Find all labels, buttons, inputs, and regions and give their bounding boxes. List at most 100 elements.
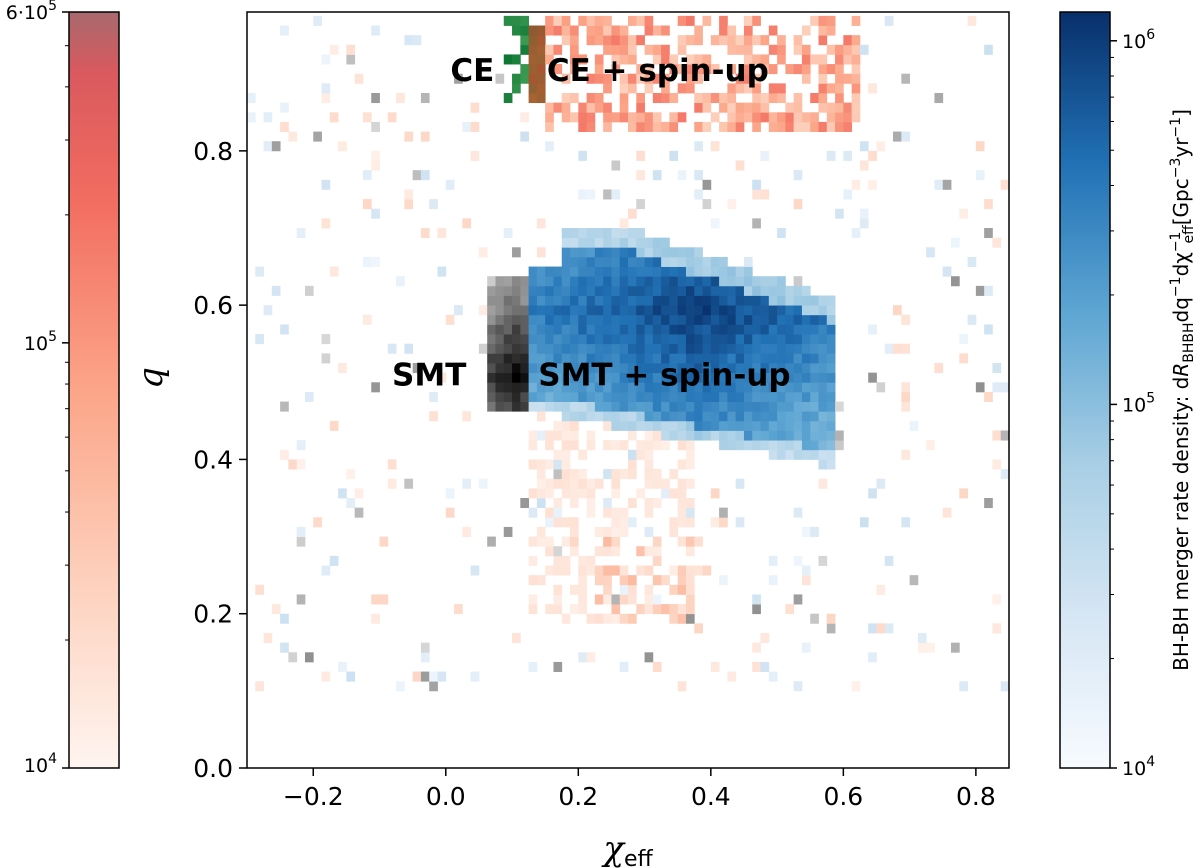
heatmap-cell	[752, 372, 761, 383]
heatmap-cell	[619, 93, 629, 104]
heatmap-cell	[545, 266, 554, 277]
heatmap-cell	[354, 73, 364, 84]
heatmap-cell	[636, 546, 645, 557]
heatmap-cell	[578, 54, 587, 65]
heatmap-cell	[611, 314, 621, 325]
heatmap-cell	[793, 314, 803, 325]
heatmap-cell	[636, 363, 645, 374]
heatmap-cell	[810, 324, 819, 335]
heatmap-cell	[636, 411, 645, 422]
heatmap-cell	[561, 285, 571, 296]
heatmap-cell	[793, 44, 803, 55]
heatmap-cell	[735, 121, 745, 132]
heatmap-cell	[810, 121, 819, 132]
heatmap-cell	[694, 420, 703, 431]
heatmap-cell	[628, 343, 637, 354]
heatmap-cell	[628, 208, 637, 219]
heatmap-cell	[371, 25, 380, 36]
heatmap-cell	[561, 613, 571, 624]
heatmap-cell	[743, 276, 753, 287]
heatmap-cell	[652, 391, 662, 402]
heatmap-cell	[536, 218, 546, 229]
heatmap-cell	[536, 353, 546, 364]
heatmap-cell	[321, 671, 331, 682]
heatmap-cell	[503, 276, 513, 287]
heatmap-cell	[636, 565, 645, 576]
heatmap-cell	[619, 83, 629, 94]
heatmap-cell	[570, 247, 579, 258]
heatmap-cell	[760, 64, 770, 75]
heatmap-cell	[735, 353, 745, 364]
heatmap-cell	[702, 266, 712, 277]
heatmap-cell	[570, 334, 579, 345]
heatmap-cell	[777, 314, 786, 325]
heatmap-cell	[868, 324, 877, 335]
heatmap-cell	[768, 372, 778, 383]
heatmap-cell	[628, 575, 637, 586]
heatmap-cell	[710, 661, 720, 672]
heatmap-cell	[884, 343, 894, 354]
heatmap-cell	[685, 324, 695, 335]
heatmap-cell	[752, 35, 761, 46]
heatmap-cell	[669, 488, 679, 499]
heatmap-cell	[321, 334, 331, 345]
heatmap-cell	[826, 15, 836, 26]
heatmap-cell	[768, 363, 778, 374]
heatmap-cell	[777, 44, 786, 55]
heatmap-cell	[777, 121, 786, 132]
heatmap-cell	[644, 382, 654, 393]
heatmap-cell	[727, 334, 737, 345]
heatmap-cell	[926, 247, 935, 258]
heatmap-cell	[719, 285, 728, 296]
heatmap-cell	[727, 199, 737, 210]
heatmap-cell	[934, 363, 944, 374]
heatmap-cell	[710, 517, 720, 528]
heatmap-cell	[702, 179, 712, 190]
heatmap-cell	[785, 363, 795, 374]
heatmap-cell	[661, 83, 670, 94]
heatmap-cell	[412, 363, 422, 374]
heatmap-cell	[727, 285, 737, 296]
heatmap-cell	[296, 594, 306, 605]
heatmap-cell	[619, 391, 629, 402]
heatmap-cell	[628, 285, 637, 296]
heatmap-cell	[586, 25, 596, 36]
heatmap-cell	[793, 121, 803, 132]
heatmap-cell	[743, 25, 753, 36]
heatmap-cell	[760, 391, 770, 402]
heatmap-cell	[661, 54, 670, 65]
heatmap-cell	[628, 228, 637, 239]
heatmap-cell	[826, 64, 836, 75]
heatmap-cell	[578, 150, 587, 161]
heatmap-cell	[652, 73, 662, 84]
heatmap-cell	[644, 237, 654, 248]
heatmap-cell	[818, 324, 828, 335]
heatmap-cell	[652, 401, 662, 412]
heatmap-cell	[677, 324, 687, 335]
heatmap-cell	[768, 420, 778, 431]
heatmap-cell	[727, 314, 737, 325]
heatmap-cell	[793, 305, 803, 316]
heatmap-cell	[594, 324, 604, 335]
heatmap-cell	[876, 382, 886, 393]
heatmap-cell	[727, 276, 737, 287]
heatmap-cell	[735, 391, 745, 402]
heatmap-cell	[561, 517, 571, 528]
heatmap-cell	[760, 411, 770, 422]
heatmap-cell	[578, 363, 587, 374]
heatmap-cell	[959, 488, 968, 499]
heatmap-cell	[777, 228, 786, 239]
heatmap-cell	[371, 208, 380, 219]
heatmap-cell	[743, 353, 753, 364]
heatmap-cell	[901, 517, 911, 528]
heatmap-cell	[677, 382, 687, 393]
heatmap-cell	[553, 594, 563, 605]
heatmap-cell	[760, 343, 770, 354]
heatmap-cell	[611, 44, 621, 55]
heatmap-cell	[727, 83, 737, 94]
heatmap-cell	[619, 247, 629, 258]
heatmap-cell	[619, 526, 629, 537]
heatmap-cell	[818, 64, 828, 75]
heatmap-cell	[735, 478, 745, 489]
heatmap-cell	[752, 112, 761, 123]
